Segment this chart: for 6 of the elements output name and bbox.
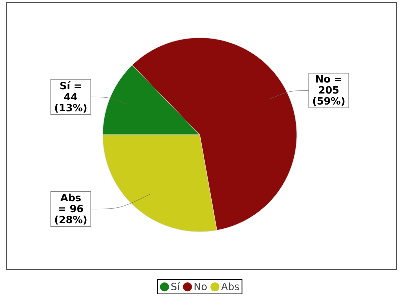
data-label: Sí = 44 (13%)	[55, 82, 87, 113]
data-label: Abs = 96 (28%)	[55, 194, 87, 225]
legend-label: No	[194, 283, 207, 291]
legend-label: Sí	[172, 282, 180, 291]
legend-label: Abs	[221, 282, 240, 291]
data-label: No = 205 (59%)	[313, 75, 345, 106]
